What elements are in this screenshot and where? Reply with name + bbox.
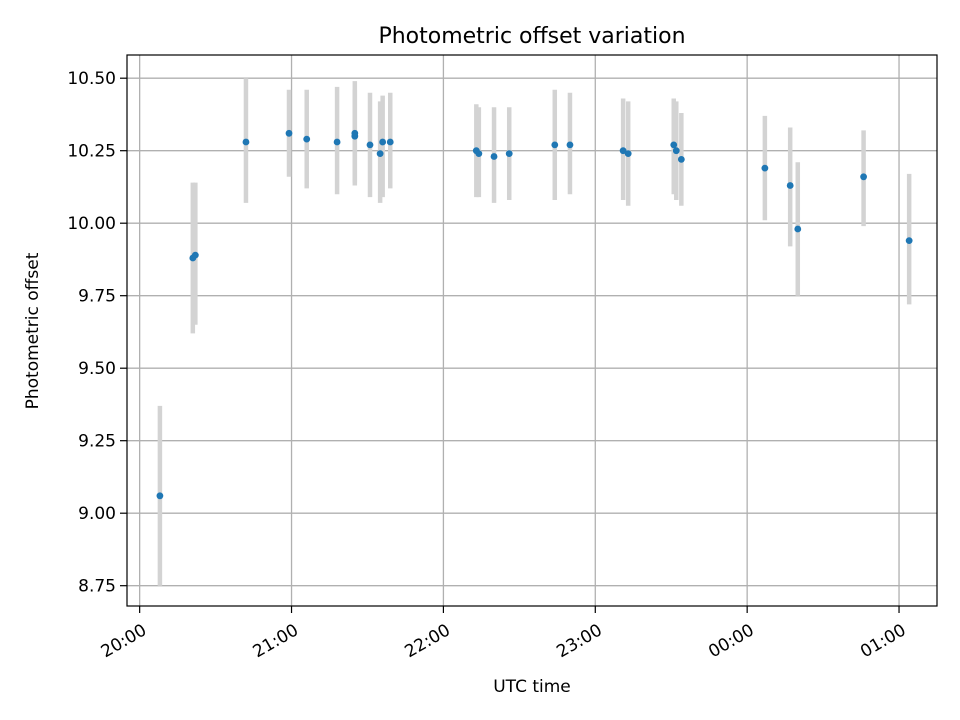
data-point	[619, 147, 627, 155]
data-point	[860, 173, 867, 181]
data-point	[761, 164, 769, 172]
data-point	[376, 150, 384, 158]
y-tick-label: 9.50	[78, 359, 116, 379]
data-point	[551, 141, 559, 149]
data-point	[475, 150, 483, 158]
data-point	[386, 138, 394, 146]
data-point	[566, 141, 574, 149]
y-tick-label: 8.75	[78, 577, 116, 597]
chart-title: Photometric offset variation	[378, 24, 685, 49]
data-point	[624, 150, 632, 158]
y-tick-label: 9.75	[78, 287, 116, 307]
data-point	[303, 135, 311, 143]
data-point	[677, 156, 685, 163]
y-tick-label: 10.50	[67, 69, 116, 89]
data-point	[379, 138, 387, 146]
grid-lines	[127, 55, 937, 606]
data-points	[156, 129, 913, 500]
data-point	[191, 251, 199, 259]
data-point	[670, 141, 678, 149]
data-point	[285, 129, 293, 137]
y-tick-label: 10.00	[67, 214, 116, 234]
data-point	[905, 237, 913, 245]
data-point	[351, 129, 359, 137]
y-tick-label: 9.25	[78, 432, 116, 452]
data-point	[366, 141, 374, 149]
data-point	[333, 138, 341, 146]
data-point	[672, 147, 680, 155]
y-tick-label: 10.25	[67, 142, 116, 162]
data-point	[242, 138, 250, 146]
y-tick-label: 9.00	[78, 504, 116, 524]
data-point	[490, 153, 498, 160]
data-point	[794, 225, 802, 233]
y-axis-ticks: 8.75 9.00 9.25 9.50 9.75 10.00 10.25 10.50	[67, 69, 127, 597]
data-point	[786, 182, 794, 189]
y-axis-label: Photometric offset	[23, 252, 43, 409]
plot-frame	[126, 54, 938, 607]
data-point	[505, 150, 513, 158]
x-axis-label: UTC time	[493, 677, 571, 697]
data-point	[156, 492, 164, 500]
